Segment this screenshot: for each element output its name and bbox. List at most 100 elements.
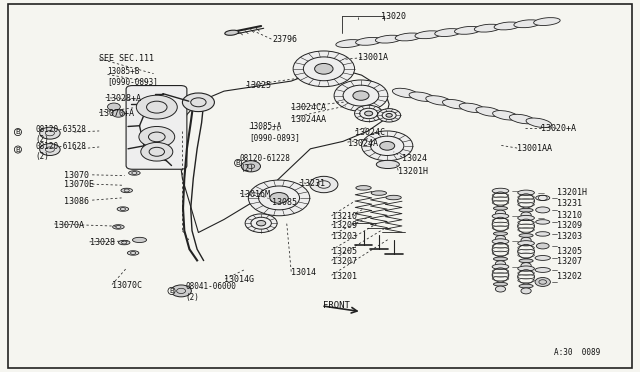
Text: 13085: 13085 <box>272 198 297 207</box>
Ellipse shape <box>371 191 387 195</box>
Circle shape <box>353 91 369 100</box>
Ellipse shape <box>518 190 534 195</box>
Text: 13085+B
[0990-0893]: 13085+B [0990-0893] <box>108 67 158 86</box>
Ellipse shape <box>474 24 501 32</box>
Text: 13024C: 13024C <box>355 128 385 137</box>
Ellipse shape <box>519 284 533 288</box>
Text: 13001AA: 13001AA <box>517 144 552 153</box>
Circle shape <box>139 126 175 147</box>
Ellipse shape <box>409 92 435 102</box>
Text: 13231: 13231 <box>300 179 324 187</box>
Text: B: B <box>15 147 20 153</box>
Text: 13070A: 13070A <box>54 221 84 230</box>
Ellipse shape <box>526 118 552 128</box>
Ellipse shape <box>492 239 509 244</box>
Circle shape <box>535 278 550 286</box>
Circle shape <box>378 109 401 122</box>
Text: 13207: 13207 <box>557 257 582 266</box>
Text: 13020+A: 13020+A <box>541 124 576 133</box>
Ellipse shape <box>519 208 533 212</box>
Ellipse shape <box>132 237 147 243</box>
Ellipse shape <box>118 240 130 245</box>
Ellipse shape <box>435 29 461 36</box>
Text: 13070+A: 13070+A <box>99 109 134 118</box>
Text: 13203: 13203 <box>557 232 582 241</box>
Ellipse shape <box>493 110 518 120</box>
Ellipse shape <box>493 232 508 235</box>
Circle shape <box>521 212 531 218</box>
Ellipse shape <box>536 232 550 236</box>
Ellipse shape <box>356 186 371 190</box>
Text: 13209: 13209 <box>332 221 356 230</box>
Text: 13028: 13028 <box>90 238 115 247</box>
Ellipse shape <box>518 215 534 221</box>
Text: B: B <box>236 160 241 166</box>
Text: 08041-06000
(2): 08041-06000 (2) <box>186 282 236 302</box>
Ellipse shape <box>535 267 550 272</box>
Ellipse shape <box>392 88 418 98</box>
Text: FRONT: FRONT <box>323 301 349 310</box>
Ellipse shape <box>121 188 132 193</box>
Circle shape <box>315 64 333 74</box>
Ellipse shape <box>534 17 560 26</box>
Text: 13024CA: 13024CA <box>291 103 326 112</box>
Text: 13025: 13025 <box>246 81 271 90</box>
Ellipse shape <box>415 31 442 39</box>
Circle shape <box>108 103 120 110</box>
Circle shape <box>171 285 191 297</box>
Ellipse shape <box>336 39 362 48</box>
Text: 13070C: 13070C <box>112 281 142 290</box>
Circle shape <box>241 161 260 172</box>
Ellipse shape <box>519 259 533 263</box>
Circle shape <box>521 237 531 243</box>
Ellipse shape <box>492 214 509 219</box>
Circle shape <box>248 180 310 216</box>
Circle shape <box>495 210 506 216</box>
Text: A:30  0089: A:30 0089 <box>554 348 600 357</box>
Ellipse shape <box>536 220 550 224</box>
Circle shape <box>141 142 173 161</box>
Ellipse shape <box>127 251 139 255</box>
Text: 08120-63528
(2): 08120-63528 (2) <box>35 125 86 144</box>
Ellipse shape <box>536 243 549 249</box>
Text: B: B <box>15 129 20 135</box>
Ellipse shape <box>535 256 550 260</box>
Text: 13028+A: 13028+A <box>106 94 141 103</box>
Circle shape <box>293 51 355 87</box>
Ellipse shape <box>494 22 520 30</box>
Ellipse shape <box>395 33 422 41</box>
Text: 13205: 13205 <box>557 247 582 256</box>
Text: 13201H: 13201H <box>557 188 587 197</box>
Ellipse shape <box>536 207 550 213</box>
Ellipse shape <box>514 20 540 28</box>
Circle shape <box>386 113 392 117</box>
Circle shape <box>362 131 413 161</box>
Ellipse shape <box>442 99 468 109</box>
Circle shape <box>355 105 383 122</box>
Ellipse shape <box>476 107 502 116</box>
Ellipse shape <box>459 103 485 113</box>
Circle shape <box>495 286 506 292</box>
Circle shape <box>182 93 214 112</box>
Text: 23796: 23796 <box>272 35 297 44</box>
Circle shape <box>380 141 395 150</box>
Ellipse shape <box>536 195 550 201</box>
Text: 08120-61228
(2): 08120-61228 (2) <box>240 154 291 173</box>
Circle shape <box>495 261 506 267</box>
Circle shape <box>521 288 531 294</box>
Text: 13210: 13210 <box>332 212 356 221</box>
Text: 13207: 13207 <box>332 257 356 266</box>
Text: 13024AA: 13024AA <box>291 115 326 124</box>
Circle shape <box>245 214 277 232</box>
Ellipse shape <box>376 160 399 169</box>
Ellipse shape <box>113 225 124 229</box>
Text: 13203: 13203 <box>332 232 356 241</box>
Text: 08120-61628
(2): 08120-61628 (2) <box>35 142 86 161</box>
Text: 13014G: 13014G <box>224 275 254 284</box>
Text: 13086: 13086 <box>64 197 89 206</box>
Text: 13070: 13070 <box>64 171 89 180</box>
Text: B: B <box>169 288 174 294</box>
Circle shape <box>257 221 266 226</box>
Ellipse shape <box>454 26 481 34</box>
Text: 13209: 13209 <box>557 221 582 230</box>
